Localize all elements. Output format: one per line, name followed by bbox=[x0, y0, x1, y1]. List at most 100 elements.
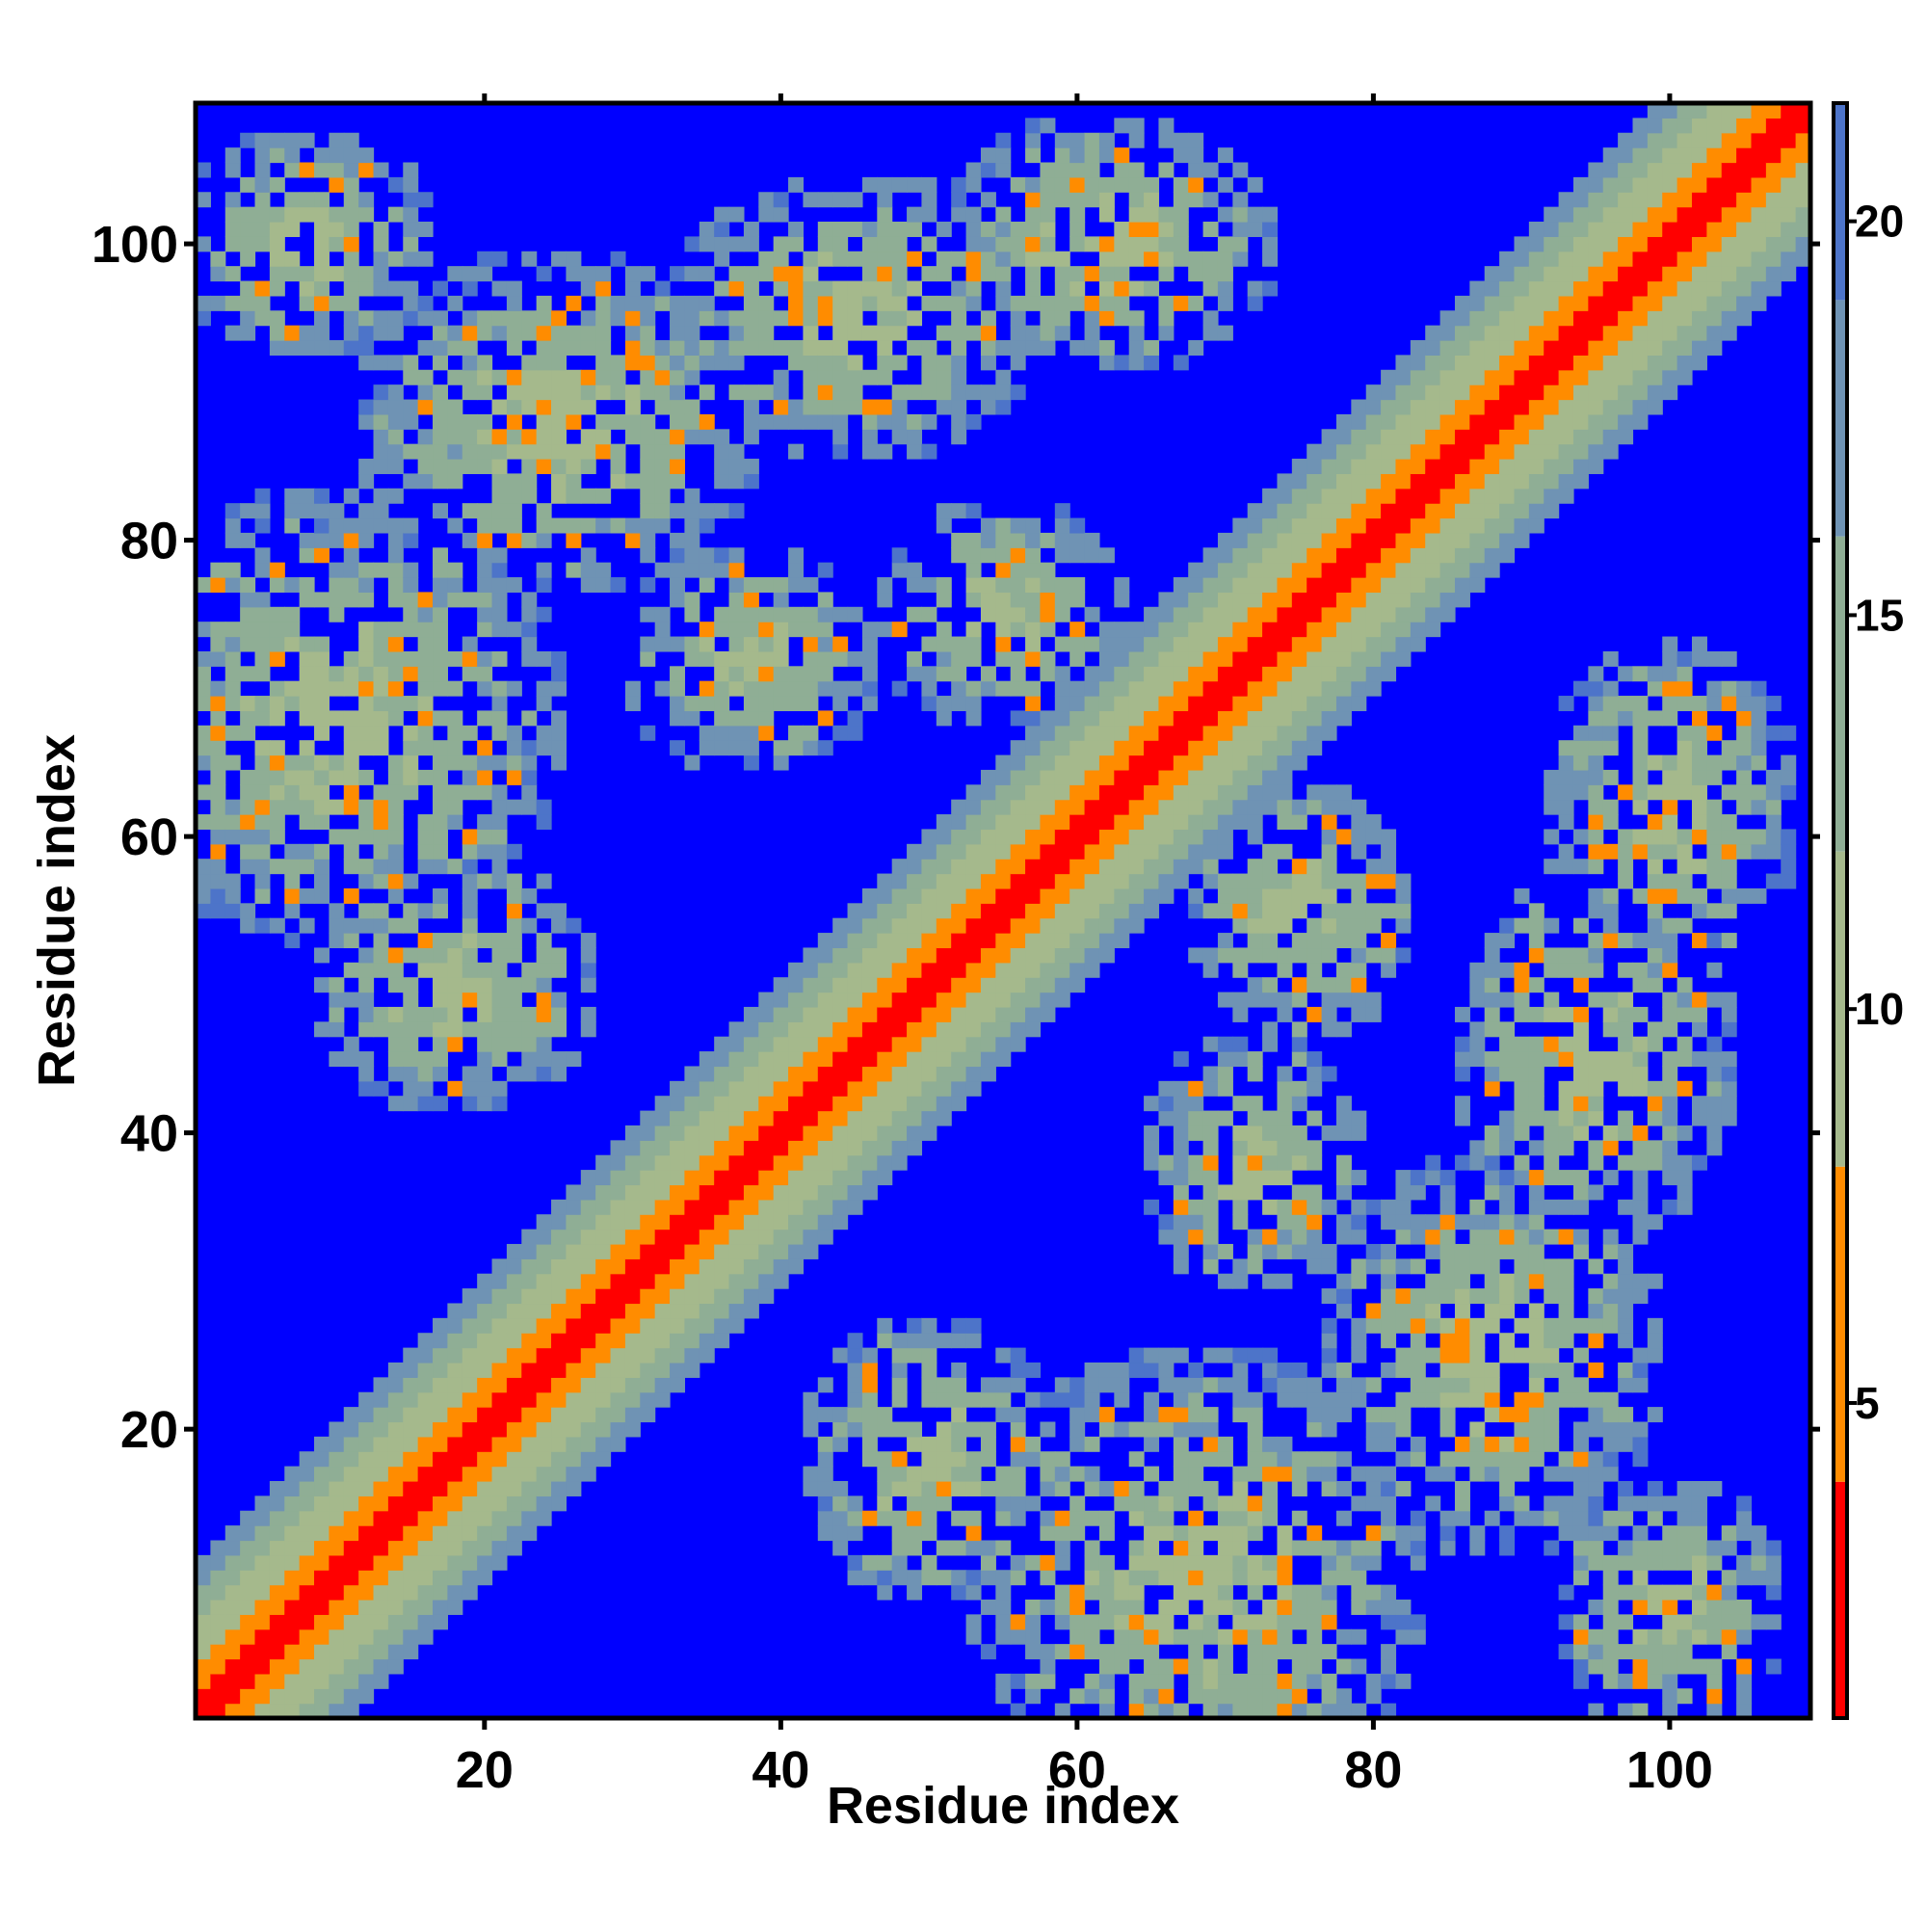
heatmap-cell bbox=[610, 369, 626, 385]
heatmap-cell bbox=[936, 1096, 952, 1112]
heatmap-cell bbox=[1381, 606, 1397, 622]
heatmap-cell bbox=[521, 1525, 538, 1542]
heatmap-cell bbox=[1262, 1451, 1279, 1468]
heatmap-cell bbox=[1128, 340, 1145, 356]
heatmap-cell bbox=[269, 622, 285, 638]
heatmap-cell bbox=[387, 206, 404, 223]
heatmap-cell bbox=[224, 1614, 241, 1630]
heatmap-cell bbox=[447, 1407, 463, 1423]
heatmap-cell bbox=[387, 532, 404, 548]
heatmap-cell bbox=[907, 887, 923, 904]
heatmap-cell bbox=[536, 517, 552, 534]
heatmap-cell bbox=[447, 725, 463, 741]
heatmap-cell bbox=[1335, 1540, 1352, 1556]
heatmap-cell bbox=[462, 1288, 478, 1305]
heatmap-cell bbox=[921, 696, 937, 712]
heatmap-cell bbox=[951, 814, 967, 831]
heatmap-cell bbox=[224, 503, 241, 519]
heatmap-cell bbox=[624, 517, 641, 534]
heatmap-cell bbox=[506, 443, 522, 460]
heatmap-cell bbox=[654, 606, 671, 622]
heatmap-cell bbox=[1514, 251, 1530, 267]
heatmap-cell bbox=[196, 725, 211, 741]
heatmap-cell bbox=[447, 1554, 463, 1571]
heatmap-cell bbox=[1098, 340, 1115, 356]
heatmap-cell bbox=[329, 1644, 345, 1660]
heatmap-cell bbox=[907, 1125, 923, 1141]
heatmap-cell bbox=[803, 725, 819, 741]
heatmap-cell bbox=[254, 192, 271, 208]
heatmap-cell bbox=[1084, 725, 1100, 741]
heatmap-cell bbox=[758, 310, 775, 327]
heatmap-cell bbox=[551, 1495, 568, 1512]
heatmap-cell bbox=[1335, 413, 1352, 430]
heatmap-cell bbox=[477, 459, 493, 475]
heatmap-cell bbox=[536, 947, 552, 964]
heatmap-cell bbox=[624, 680, 641, 697]
heatmap-cell bbox=[965, 384, 982, 401]
heatmap-cell bbox=[1010, 176, 1026, 193]
heatmap-cell bbox=[877, 413, 893, 430]
heatmap-cell bbox=[433, 1525, 448, 1542]
heatmap-cell bbox=[1365, 859, 1382, 875]
heatmap-cell bbox=[1410, 1288, 1426, 1305]
heatmap-cell bbox=[1307, 1466, 1323, 1482]
heatmap-cell bbox=[433, 384, 448, 401]
heatmap-cell bbox=[1381, 443, 1397, 460]
heatmap-cell bbox=[965, 1510, 982, 1526]
heatmap-cell bbox=[196, 1628, 211, 1645]
heatmap-cell bbox=[1514, 1273, 1530, 1289]
heatmap-cell bbox=[803, 325, 819, 341]
heatmap-cell bbox=[1098, 1584, 1115, 1601]
heatmap-cell bbox=[196, 1614, 211, 1630]
heatmap-cell bbox=[832, 1006, 849, 1022]
heatmap-cell bbox=[995, 1407, 1012, 1423]
heatmap-cell bbox=[1247, 1510, 1263, 1526]
heatmap-cell bbox=[1439, 429, 1456, 445]
heatmap-cell bbox=[965, 1391, 982, 1408]
heatmap-cell bbox=[1469, 459, 1486, 475]
heatmap-cell bbox=[907, 1421, 923, 1438]
heatmap-cell bbox=[1558, 1110, 1574, 1126]
heatmap-cell bbox=[877, 206, 893, 223]
heatmap-cell bbox=[358, 873, 375, 889]
heatmap-cell bbox=[1588, 1525, 1604, 1542]
heatmap-cell bbox=[610, 1154, 626, 1171]
heatmap-cell bbox=[433, 1614, 448, 1630]
heatmap-cell bbox=[891, 325, 908, 341]
heatmap-cell bbox=[1484, 325, 1500, 341]
heatmap-cell bbox=[240, 799, 256, 815]
heatmap-cell bbox=[1558, 1525, 1574, 1542]
heatmap-cell bbox=[995, 280, 1012, 297]
heatmap-cell bbox=[447, 295, 463, 311]
heatmap-cell bbox=[1544, 310, 1560, 327]
heatmap-cell bbox=[1040, 917, 1056, 934]
heatmap-cell bbox=[1277, 814, 1293, 831]
heatmap-cell bbox=[699, 1229, 715, 1245]
heatmap-cell bbox=[284, 1480, 301, 1496]
heatmap-cell bbox=[329, 829, 345, 845]
heatmap-cell bbox=[1158, 132, 1175, 148]
heatmap-cell bbox=[773, 1021, 789, 1038]
heatmap-cell bbox=[1365, 1480, 1382, 1496]
heatmap-cell bbox=[1173, 740, 1189, 756]
heatmap-cell bbox=[817, 562, 833, 578]
heatmap-cell bbox=[551, 1199, 568, 1215]
heatmap-cell bbox=[1202, 1140, 1219, 1156]
heatmap-cell bbox=[980, 1021, 996, 1038]
heatmap-cell bbox=[714, 429, 730, 445]
heatmap-cell bbox=[728, 1066, 745, 1082]
heatmap-cell bbox=[1454, 369, 1470, 385]
heatmap-cell bbox=[343, 1451, 359, 1468]
heatmap-cell bbox=[758, 1096, 775, 1112]
heatmap-cell bbox=[506, 873, 522, 889]
heatmap-cell bbox=[1558, 1051, 1574, 1068]
heatmap-cell bbox=[1144, 1570, 1160, 1586]
heatmap-cell bbox=[1010, 740, 1026, 756]
heatmap-cell bbox=[861, 1080, 878, 1097]
heatmap-cell bbox=[373, 873, 389, 889]
heatmap-cell bbox=[951, 413, 967, 430]
heatmap-cell bbox=[743, 236, 759, 252]
heatmap-cell bbox=[1158, 814, 1175, 831]
heatmap-cell bbox=[1262, 1199, 1279, 1215]
